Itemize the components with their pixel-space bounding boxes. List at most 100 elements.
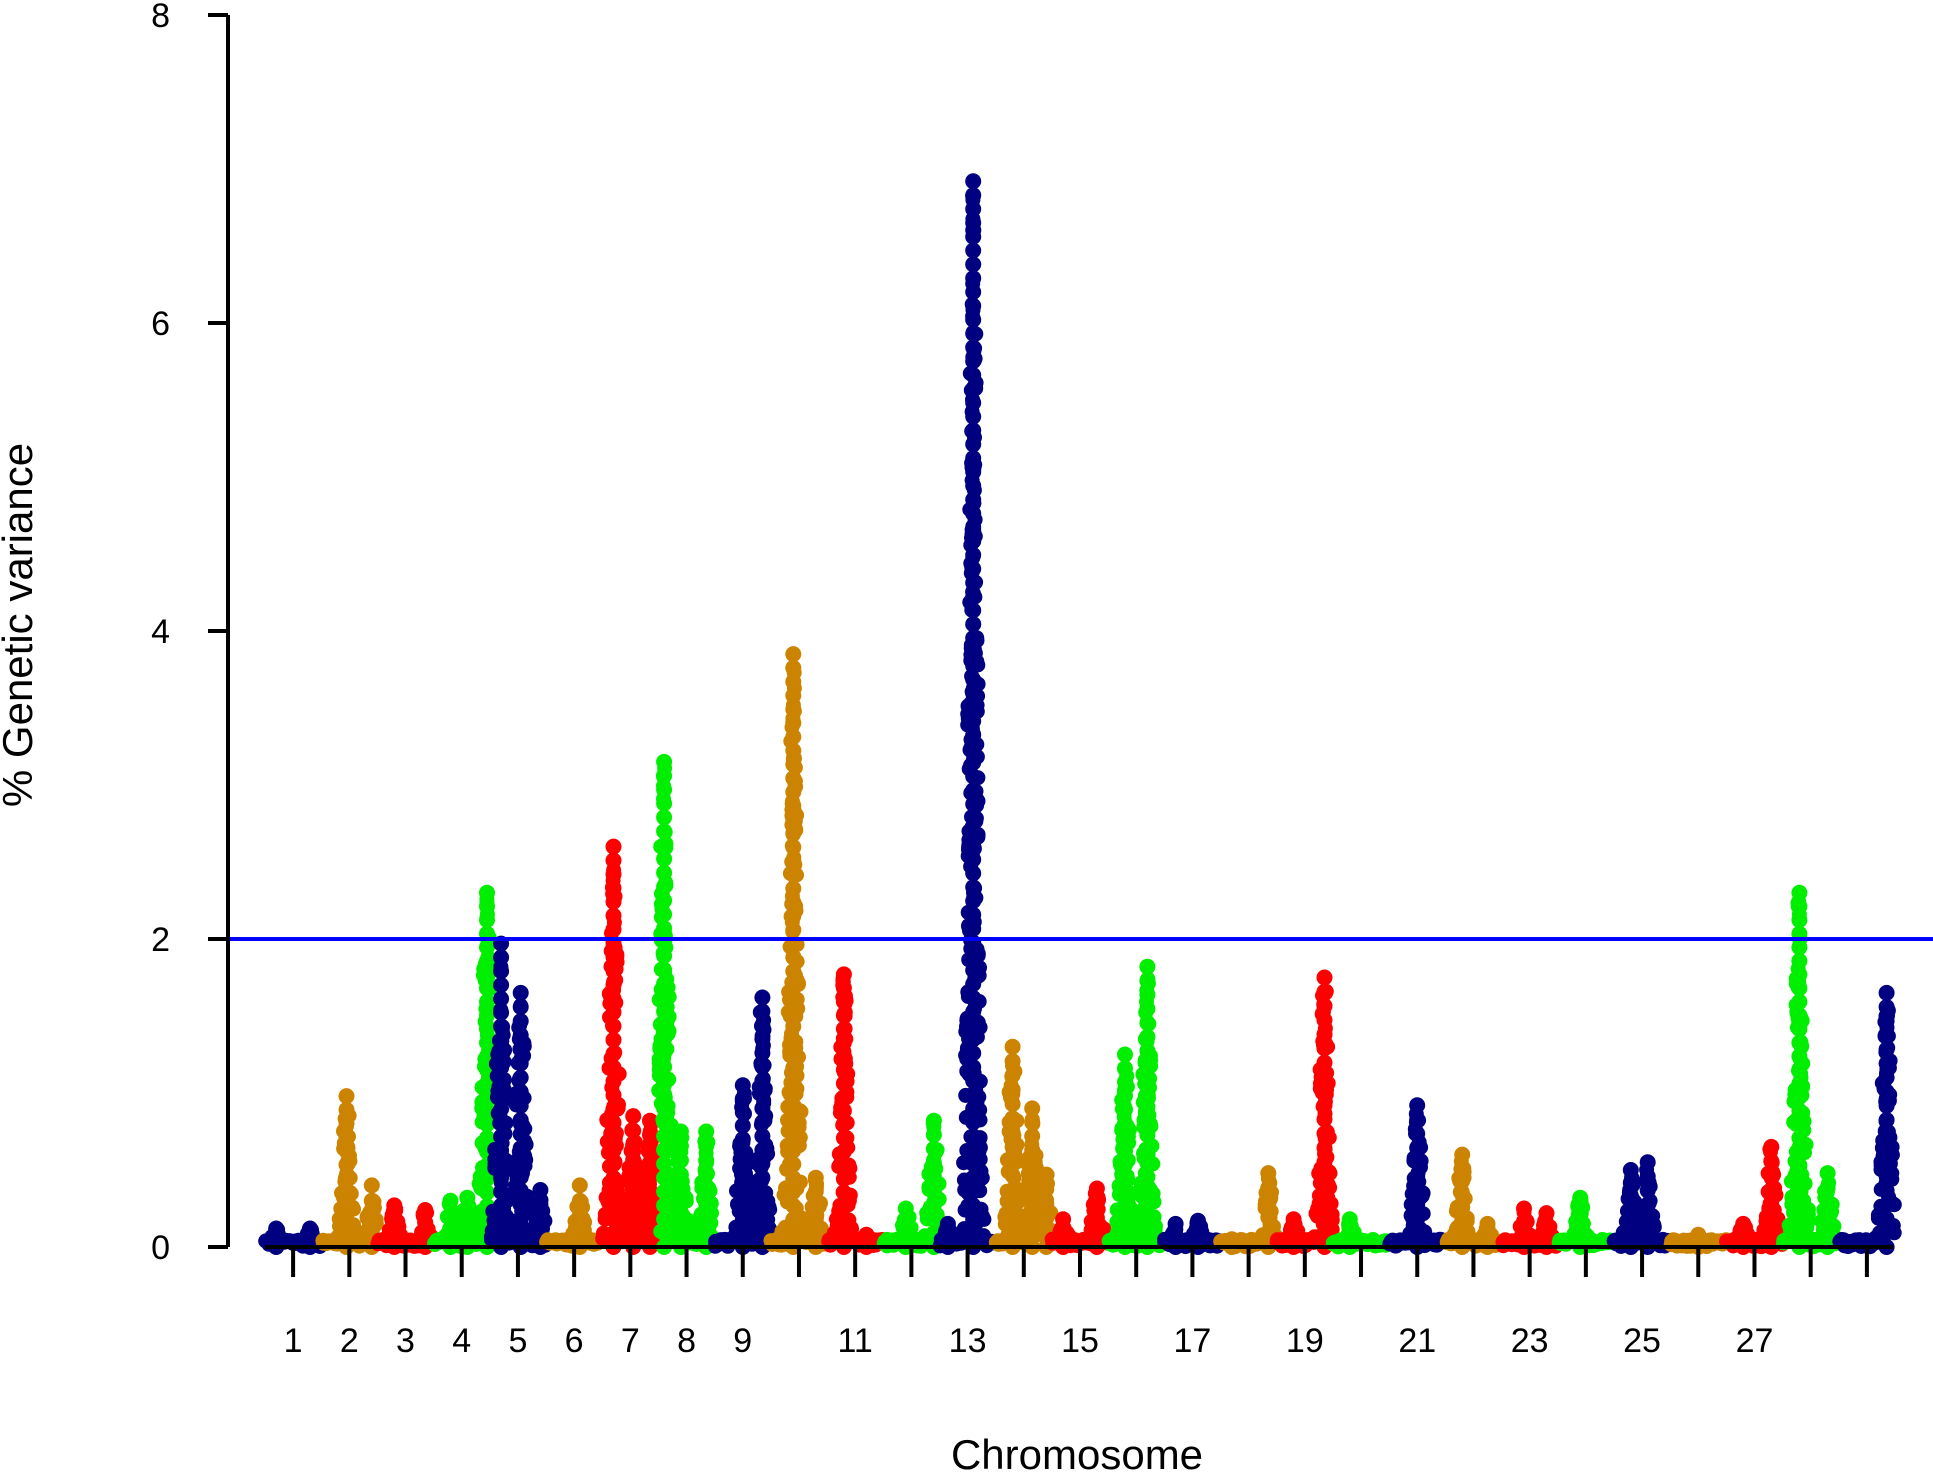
snp-point — [965, 962, 982, 979]
snp-point — [642, 1196, 658, 1213]
snp-point — [493, 1197, 510, 1214]
snp-point — [785, 1004, 802, 1021]
snp-point — [1409, 1097, 1426, 1114]
chromosome-7-points — [595, 838, 666, 1255]
snp-point — [785, 1087, 802, 1104]
snp-point — [512, 1154, 529, 1171]
snp-point — [1516, 1213, 1532, 1230]
snp-point — [807, 1183, 824, 1200]
snp-point — [925, 1140, 942, 1157]
snp-point — [642, 1154, 658, 1171]
snp-point — [1004, 1153, 1021, 1170]
snp-point — [605, 921, 622, 938]
snp-point — [925, 1112, 942, 1129]
snp-point — [835, 1089, 852, 1106]
snp-point — [1878, 1083, 1895, 1100]
snp-point — [965, 450, 982, 467]
snp-point — [605, 1114, 622, 1131]
snp-point — [571, 1192, 588, 1209]
chromosome-19-points — [1269, 969, 1340, 1255]
x-axis: 1 2 3 4 5 6 7 8 9 11 13 15 17 19 21 23 25 27 — [265, 1245, 1893, 1360]
snp-point — [1791, 1075, 1808, 1092]
snp-point — [1167, 1215, 1184, 1232]
snp-point — [605, 1156, 622, 1173]
snp-point — [642, 1168, 658, 1185]
snp-point — [656, 975, 673, 992]
chromosome-9-points — [707, 989, 778, 1255]
snp-point — [754, 1169, 771, 1186]
snp-point — [625, 1224, 642, 1241]
snp-point — [459, 1214, 476, 1231]
snp-point — [1139, 1225, 1156, 1241]
snp-point — [1622, 1200, 1639, 1217]
snp-point — [1004, 1053, 1021, 1070]
snp-point — [785, 728, 802, 745]
snp-point — [807, 1169, 824, 1186]
snp-point — [785, 646, 802, 663]
snp-point — [1316, 1168, 1333, 1185]
snp-point — [1316, 1068, 1333, 1085]
snp-point — [965, 699, 982, 716]
snp-point — [965, 201, 982, 217]
snp-point — [512, 1027, 529, 1044]
snp-point — [512, 1210, 529, 1227]
snp-point — [1878, 1041, 1895, 1058]
snp-point — [625, 1151, 642, 1168]
snp-point — [734, 1198, 751, 1215]
snp-point — [1285, 1225, 1302, 1242]
snp-point — [1690, 1226, 1707, 1243]
snp-point — [1117, 1142, 1133, 1159]
snp-point — [965, 865, 982, 882]
snp-point — [656, 961, 673, 978]
snp-point — [571, 1223, 588, 1240]
snp-point — [965, 173, 982, 190]
snp-point — [1038, 1210, 1055, 1226]
snp-point — [479, 952, 495, 969]
snp-point — [785, 990, 802, 1007]
snp-point — [785, 1059, 802, 1076]
x-tick-label: 15 — [1061, 1322, 1099, 1360]
snp-point — [1139, 1070, 1156, 1087]
snp-point — [493, 1128, 510, 1145]
snp-point — [754, 1003, 771, 1020]
snp-point — [1139, 1197, 1156, 1213]
snp-point — [965, 782, 982, 799]
snp-point — [532, 1196, 549, 1213]
y-tick-label: 2 — [151, 921, 170, 959]
snp-point — [1763, 1167, 1780, 1184]
snp-point — [835, 1184, 852, 1201]
snp-point — [656, 1100, 673, 1117]
snp-point — [386, 1197, 403, 1214]
snp-point — [785, 715, 802, 731]
snp-point — [1878, 1210, 1895, 1227]
snp-point — [835, 1130, 852, 1146]
snp-point — [925, 1196, 942, 1213]
chromosome-2-points — [315, 1088, 385, 1255]
snp-point — [1024, 1197, 1041, 1214]
snp-point — [925, 1168, 942, 1185]
chromosome-18-points — [1213, 1165, 1283, 1255]
snp-point — [1819, 1209, 1836, 1226]
snp-point — [656, 1031, 673, 1048]
snp-point — [1024, 1211, 1041, 1228]
snp-point — [656, 947, 673, 964]
snp-point — [672, 1195, 689, 1212]
chromosome-13-points — [932, 173, 1003, 1255]
snp-point — [965, 519, 982, 536]
snp-point — [1117, 1087, 1133, 1104]
snp-point — [965, 353, 982, 370]
snp-point — [605, 1211, 622, 1228]
snp-point — [965, 408, 982, 425]
snp-point — [734, 1185, 751, 1202]
snp-point — [965, 270, 982, 287]
snp-point — [363, 1177, 380, 1194]
snp-point — [479, 912, 495, 928]
snp-point — [965, 242, 982, 259]
snp-point — [605, 907, 622, 924]
snp-point — [1538, 1222, 1555, 1239]
snp-point — [512, 1069, 529, 1086]
snp-point — [965, 367, 982, 384]
snp-point — [965, 533, 982, 550]
snp-point — [785, 742, 802, 759]
snp-point — [835, 1102, 852, 1119]
